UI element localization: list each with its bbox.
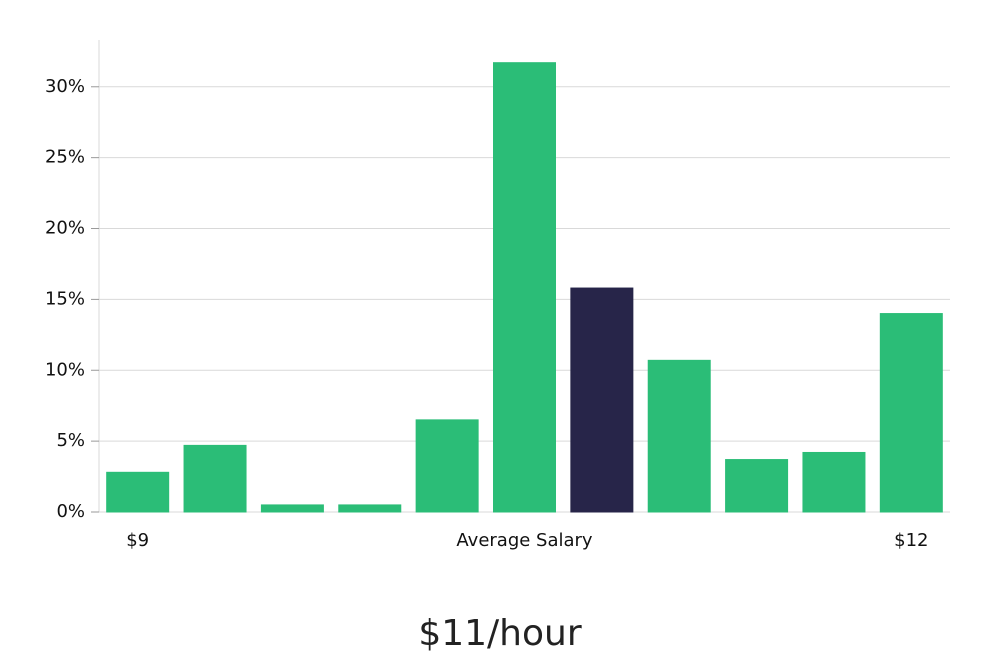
x-tick-label: Average Salary <box>456 530 593 551</box>
y-tick-label: 20% <box>45 218 85 239</box>
x-tick-label: $12 <box>894 530 928 551</box>
bar <box>415 419 479 513</box>
bar <box>493 62 556 513</box>
bar <box>106 471 170 513</box>
bar <box>725 459 789 513</box>
bar <box>338 504 402 513</box>
bar <box>570 287 634 513</box>
bar <box>260 504 324 513</box>
bar <box>183 444 247 513</box>
y-tick-label: 10% <box>45 359 85 380</box>
bar <box>879 313 943 513</box>
y-tick-label: 15% <box>45 288 85 309</box>
bar <box>802 451 866 513</box>
caption: $11/hour <box>418 613 582 654</box>
y-tick-label: 0% <box>56 501 85 522</box>
bar <box>647 359 711 513</box>
y-tick-label: 5% <box>56 430 85 451</box>
x-tick-label: $9 <box>126 530 149 551</box>
y-tick-label: 30% <box>45 76 85 97</box>
y-tick-label: 25% <box>45 147 85 168</box>
